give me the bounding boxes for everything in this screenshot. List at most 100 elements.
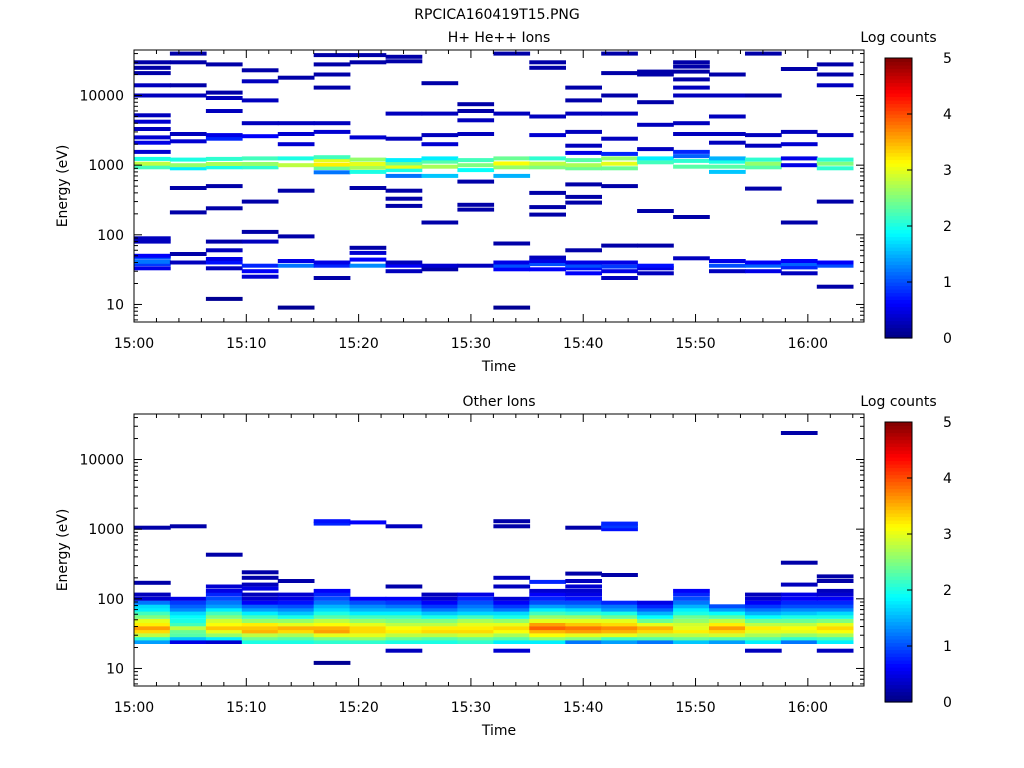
colorbar-swatch bbox=[885, 674, 912, 679]
data-cell bbox=[493, 626, 531, 631]
data-cell bbox=[565, 619, 602, 623]
data-cell bbox=[134, 259, 171, 264]
data-cell bbox=[385, 626, 423, 631]
data-cell bbox=[421, 81, 459, 86]
data-cell bbox=[637, 604, 674, 609]
data-cell bbox=[673, 588, 710, 593]
colorbar-swatch bbox=[885, 306, 912, 311]
data-cell bbox=[601, 93, 638, 98]
colorbar-swatch bbox=[885, 173, 912, 178]
colorbar-swatch bbox=[885, 453, 912, 458]
data-cell bbox=[421, 173, 459, 178]
data-cell bbox=[169, 210, 207, 215]
colorbar-swatch bbox=[885, 663, 912, 668]
data-cell bbox=[169, 157, 207, 162]
colorbar-tick-label: 3 bbox=[943, 163, 952, 179]
data-cell bbox=[601, 269, 638, 274]
colorbar-swatch bbox=[885, 110, 912, 115]
data-cell bbox=[313, 263, 351, 268]
colorbar-swatch bbox=[885, 422, 912, 427]
data-cell bbox=[529, 629, 566, 634]
colorbar-swatch bbox=[885, 691, 912, 696]
data-cell bbox=[205, 622, 243, 627]
data-cell bbox=[241, 156, 279, 161]
data-cell bbox=[745, 600, 782, 605]
data-cell bbox=[385, 622, 423, 627]
data-cell bbox=[457, 614, 495, 619]
data-cell bbox=[349, 157, 387, 162]
data-cell bbox=[780, 259, 818, 263]
data-cell bbox=[601, 521, 638, 526]
data-cell bbox=[313, 521, 351, 526]
data-cell bbox=[457, 622, 495, 627]
data-cell bbox=[745, 186, 782, 191]
data-cell bbox=[457, 109, 495, 113]
data-cell bbox=[277, 633, 315, 638]
data-cell bbox=[816, 633, 854, 638]
data-cell bbox=[816, 626, 854, 631]
data-cell bbox=[277, 629, 315, 634]
data-cell bbox=[241, 165, 279, 170]
data-cell bbox=[421, 220, 459, 225]
data-cell bbox=[241, 622, 279, 627]
data-cell bbox=[421, 604, 459, 609]
data-cell bbox=[745, 640, 782, 644]
colorbar-swatch bbox=[885, 495, 912, 500]
data-cell bbox=[673, 592, 710, 597]
data-cell bbox=[134, 165, 171, 170]
data-cell bbox=[637, 147, 674, 152]
data-cell bbox=[745, 161, 782, 166]
data-cell bbox=[745, 648, 782, 653]
data-cell bbox=[349, 520, 387, 525]
data-cell bbox=[241, 239, 279, 244]
data-cell bbox=[349, 596, 387, 601]
data-cell bbox=[313, 660, 351, 665]
data-cell bbox=[816, 263, 854, 268]
data-cell bbox=[673, 215, 710, 219]
panel-title: Other Ions bbox=[462, 394, 535, 410]
data-cell bbox=[313, 633, 351, 638]
data-cell bbox=[421, 142, 459, 147]
data-cell bbox=[134, 135, 171, 140]
data-cell bbox=[780, 67, 818, 71]
data-cell bbox=[529, 596, 566, 601]
data-cell bbox=[565, 143, 602, 148]
data-cell bbox=[385, 158, 423, 163]
colorbar-swatch bbox=[885, 107, 912, 112]
colorbar-swatch bbox=[885, 551, 912, 556]
data-cell bbox=[529, 604, 566, 609]
data-cell bbox=[601, 156, 638, 161]
data-cell bbox=[134, 253, 171, 258]
data-cell bbox=[601, 607, 638, 612]
data-cell bbox=[457, 596, 495, 601]
colorbar-swatch bbox=[885, 667, 912, 672]
data-cell bbox=[134, 156, 171, 161]
data-cell bbox=[601, 111, 638, 116]
data-cell bbox=[421, 592, 459, 597]
data-cell bbox=[637, 209, 674, 213]
x-tick-label: 16:00 bbox=[788, 700, 828, 716]
data-cell bbox=[169, 51, 207, 56]
data-cell bbox=[493, 607, 531, 612]
data-cell bbox=[134, 640, 171, 644]
data-cell bbox=[385, 164, 423, 169]
data-cell bbox=[313, 596, 351, 601]
data-cell bbox=[816, 157, 854, 162]
data-cell bbox=[637, 263, 674, 268]
colorbar-swatch bbox=[885, 523, 912, 528]
colorbar-swatch bbox=[885, 485, 912, 490]
data-cell bbox=[637, 607, 674, 612]
data-cell bbox=[169, 629, 207, 634]
colorbar-swatch bbox=[885, 320, 912, 325]
data-cell bbox=[385, 604, 423, 609]
data-cell bbox=[565, 611, 602, 616]
data-cell bbox=[493, 260, 531, 265]
colorbar-swatch bbox=[885, 604, 912, 609]
data-cell bbox=[637, 619, 674, 623]
data-cell bbox=[745, 619, 782, 623]
colorbar-swatch bbox=[885, 226, 912, 231]
colorbar-swatch bbox=[885, 324, 912, 329]
data-cell bbox=[277, 626, 315, 631]
data-cell bbox=[529, 579, 566, 584]
data-cell bbox=[421, 596, 459, 601]
